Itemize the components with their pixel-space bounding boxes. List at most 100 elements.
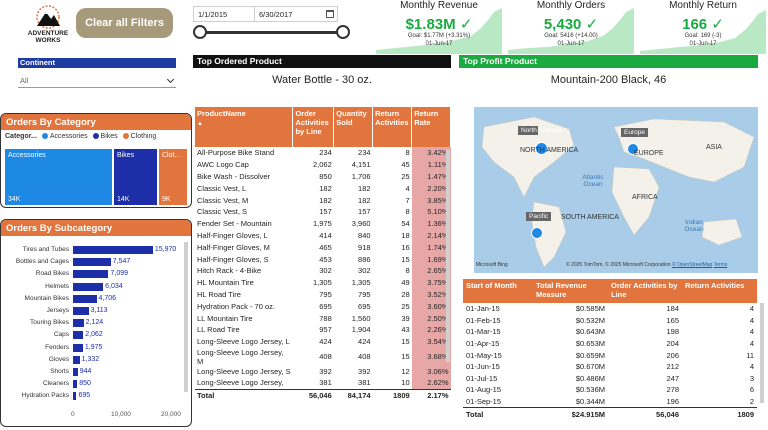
bar[interactable]: [73, 258, 111, 267]
table-cell: $0.344M: [575, 396, 605, 406]
end-date-input[interactable]: 6/30/2017: [254, 6, 338, 22]
treemap-tile-bikes[interactable]: Bikes 14K: [114, 149, 157, 205]
table-cell: 3.85%: [411, 194, 451, 206]
map-bubble[interactable]: [535, 142, 548, 155]
bar-category-label: Touring Bikes: [29, 319, 69, 327]
table-row[interactable]: 01-Apr-15 $0.653M 204 4: [463, 338, 757, 350]
column-header[interactable]: ProductName ▲: [195, 107, 294, 147]
scrollbar[interactable]: [760, 303, 764, 403]
calendar-icon[interactable]: [326, 10, 334, 18]
column-header[interactable]: Order Activities by Line: [292, 107, 335, 147]
bar[interactable]: [73, 294, 97, 303]
table-cell: 2.14%: [411, 229, 451, 242]
table-cell: 1,975: [313, 219, 332, 229]
total-cell: $24.915M: [533, 406, 608, 421]
bar[interactable]: [73, 343, 83, 352]
date-slider-end-handle[interactable]: [336, 25, 350, 39]
table-row[interactable]: Classic Vest, S 157 157 8 5.10%: [195, 205, 451, 218]
bar[interactable]: [73, 380, 78, 389]
table-row[interactable]: Hydration Pack - 70 oz. 695 695 25 3.60%: [195, 300, 451, 313]
legend-item[interactable]: Accessories: [49, 133, 88, 140]
map-bubble[interactable]: [531, 227, 543, 239]
table-row[interactable]: 01-Aug-15 $0.536M 278 6: [463, 384, 757, 396]
bar[interactable]: [73, 331, 84, 340]
table-row[interactable]: 01-Sep-15 $0.344M 196 2: [463, 396, 757, 408]
bar[interactable]: [73, 392, 77, 401]
date-range-slider-track[interactable]: [200, 31, 344, 34]
table-cell: 1.11%: [411, 158, 451, 171]
map-callout-label: Europe: [621, 128, 648, 137]
table-cell: 3,960: [351, 219, 371, 229]
table-row[interactable]: Half-Finger Gloves, M 465 918 16 1.74%: [195, 241, 451, 254]
table-row[interactable]: Long-Sleeve Logo Jersey, S 392 392 12 3.06%: [195, 365, 451, 378]
scrollbar[interactable]: [184, 242, 188, 392]
table-cell: 392: [319, 366, 332, 376]
top-profit-product-banner: Top Profit Product: [459, 55, 758, 68]
bar-value-label: 2,062: [85, 331, 103, 339]
bar[interactable]: [73, 307, 89, 315]
bar[interactable]: [73, 246, 153, 254]
table-row[interactable]: 01-Jul-15 $0.486M 247 3: [463, 373, 757, 385]
treemap-tile-accessories[interactable]: Accessories 34K: [5, 149, 112, 205]
table-cell: 2.20%: [411, 182, 451, 195]
terms-link[interactable]: Terms: [713, 262, 728, 268]
treemap-tile-clothing[interactable]: Clot... 9K: [159, 149, 187, 205]
table-row[interactable]: Hitch Rack - 4-Bike 302 302 8 2.65%: [195, 264, 451, 277]
axis-tick-label: 20,000: [161, 410, 181, 418]
table-row[interactable]: AWC Logo Cap 2,062 4,151 45 1.11%: [195, 158, 451, 171]
table-row[interactable]: Classic Vest, M 182 182 7 3.85%: [195, 194, 451, 206]
table-row[interactable]: 01-Jan-15 $0.585M 184 4: [463, 303, 757, 315]
table-row[interactable]: Long-Sleeve Logo Jersey, M 408 408 15 3.68%: [195, 347, 451, 366]
orders-map[interactable]: North America Europe Pacific NORTH AMERI…: [474, 107, 758, 273]
product-name-cell: Half-Finger Gloves, S: [197, 254, 269, 264]
column-header[interactable]: Total Revenue Measure: [533, 279, 608, 303]
table-row[interactable]: LL Mountain Tire 788 1,560 39 2.50%: [195, 312, 451, 324]
table-row[interactable]: Half-Finger Gloves, S 453 886 15 1.69%: [195, 253, 451, 265]
bar[interactable]: [73, 319, 84, 328]
column-header[interactable]: Return Rate: [411, 107, 451, 147]
table-cell: 54: [401, 219, 410, 229]
table-row[interactable]: 01-Jun-15 $0.670M 212 4: [463, 361, 757, 373]
table-row[interactable]: All-Purpose Bike Stand 234 234 8 3.42%: [195, 147, 451, 159]
bar[interactable]: [73, 282, 104, 291]
chevron-down-icon[interactable]: [166, 75, 175, 84]
table-row[interactable]: 01-Mar-15 $0.643M 198 4: [463, 326, 757, 338]
bar-category-label: Shorts: [50, 368, 69, 375]
table-row[interactable]: Half-Finger Gloves, L 414 840 18 2.14%: [195, 229, 451, 242]
column-header[interactable]: Quantity Sold: [333, 107, 374, 147]
kpi-goal: Goal: 5416 (+14.00): [544, 33, 598, 39]
bar-category-label: Road Bikes: [35, 270, 69, 278]
clear-all-filters-button[interactable]: Clear all Filters: [76, 8, 173, 38]
scrollbar[interactable]: [446, 150, 450, 362]
table-row[interactable]: Fender Set - Mountain 1,975 3,960 54 1.36%: [195, 217, 451, 230]
column-header[interactable]: Return Activities: [682, 279, 757, 303]
table-row[interactable]: HL Road Tire 795 795 28 3.52%: [195, 288, 451, 301]
table-row[interactable]: 01-Feb-15 $0.532M 165 4: [463, 315, 757, 327]
legend-dot: [92, 133, 99, 139]
legend-item[interactable]: Clothing: [130, 133, 157, 140]
column-header[interactable]: Order Activities by Line: [608, 279, 682, 303]
table-cell: 12: [401, 366, 410, 376]
bar[interactable]: [73, 368, 78, 376]
table-cell: 392: [358, 366, 371, 376]
bar[interactable]: [73, 355, 80, 364]
table-row[interactable]: Long-Sleeve Logo Jersey, 381 381 10 2.62%: [195, 377, 451, 390]
osm-link[interactable]: © OpenStreetMap: [671, 262, 713, 268]
table-cell: 424: [358, 337, 371, 347]
table-row[interactable]: HL Mountain Tire 1,305 1,305 49 3.75%: [195, 276, 451, 289]
table-row[interactable]: LL Road Tire 957 1,904 43 2.26%: [195, 323, 451, 336]
table-row[interactable]: Bike Wash - Dissolver 850 1,706 25 1.47%: [195, 170, 451, 183]
column-header[interactable]: Return Activities: [372, 107, 413, 147]
continent-dropdown[interactable]: All: [18, 74, 176, 88]
product-name-cell: Half-Finger Gloves, M: [197, 242, 270, 252]
table-row[interactable]: Long-Sleeve Logo Jersey, L 424 424 15 3.54%: [195, 335, 451, 348]
map-bubble[interactable]: [627, 143, 639, 155]
table-cell: 2.62%: [411, 377, 451, 390]
table-row[interactable]: Classic Vest, L 182 182 4 2.20%: [195, 182, 451, 195]
table-cell: 424: [319, 337, 332, 347]
column-header[interactable]: Start of Month: [463, 279, 533, 303]
legend-item[interactable]: Bikes: [100, 133, 118, 140]
date-slider-start-handle[interactable]: [193, 25, 207, 39]
bar[interactable]: [73, 270, 109, 279]
table-row[interactable]: 01-May-15 $0.659M 206 11: [463, 349, 757, 361]
